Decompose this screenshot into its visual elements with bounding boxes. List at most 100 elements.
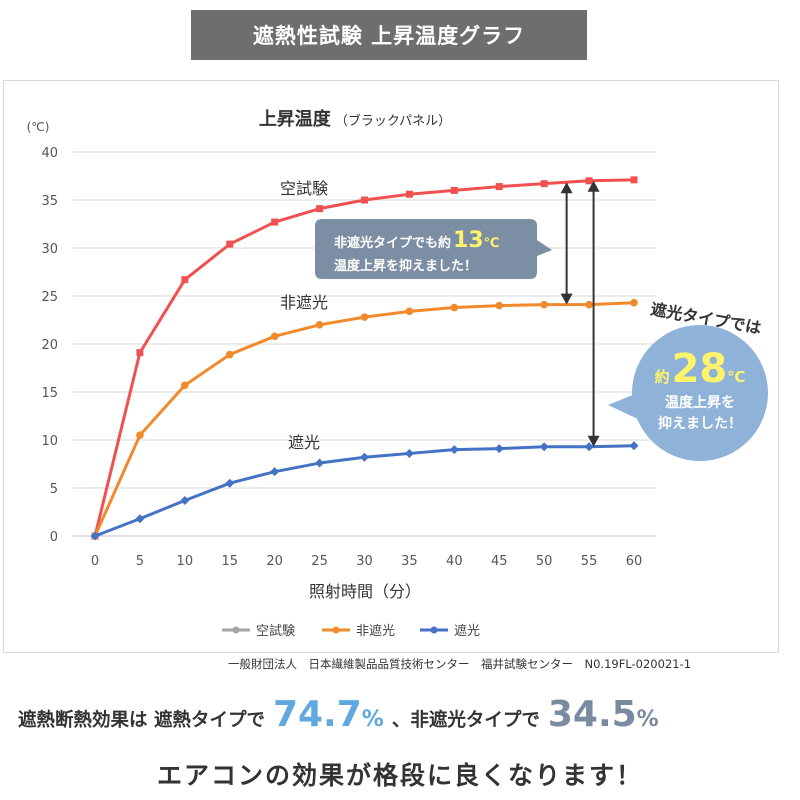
data-point <box>585 300 593 309</box>
x-tick-label: 15 <box>221 554 238 569</box>
data-point <box>271 218 279 226</box>
arrow-28-head-bottom <box>587 435 600 447</box>
callout-shade-prefix: 約 <box>655 368 670 386</box>
banner-title: 遮熱性試験 上昇温度グラフ <box>252 24 526 48</box>
callout-shade-line1: 温度上昇を <box>665 394 735 411</box>
legend-label: 遮光 <box>454 623 480 639</box>
x-tick-label: 60 <box>626 554 643 569</box>
data-point <box>495 183 503 191</box>
data-point <box>629 441 639 451</box>
data-point <box>136 349 144 357</box>
summary-prefix: 遮熱断熱効果は 遮熱タイプで <box>18 710 265 731</box>
callout-nonshade-unit: ℃ <box>484 236 500 251</box>
callout-shade-pointer <box>608 392 640 420</box>
data-point <box>449 445 459 455</box>
callout-nonshade-prefix: 非遮光タイプでも約 <box>334 235 451 251</box>
data-point <box>361 196 368 204</box>
legend-swatch-marker <box>332 626 340 634</box>
x-tick-label: 45 <box>491 554 508 569</box>
data-point <box>360 452 369 462</box>
data-point <box>136 431 144 440</box>
arrow-13-head-top <box>560 182 573 194</box>
callout-shade-line2: 抑えました！ <box>658 415 742 432</box>
data-point <box>495 301 504 310</box>
summary-middle: 、非遮光タイプで <box>391 710 540 731</box>
x-tick-label: 20 <box>266 554 283 569</box>
data-point <box>404 448 414 458</box>
y-tick-label: 35 <box>41 194 58 209</box>
data-point <box>270 467 280 477</box>
data-point <box>585 177 593 185</box>
callout-shade-bubble <box>632 325 768 461</box>
data-point <box>90 531 100 541</box>
series-label-shade: 遮光 <box>288 433 320 452</box>
y-tick-label: 5 <box>50 482 58 497</box>
data-point <box>450 303 459 312</box>
arrow-28-head-top <box>587 180 600 192</box>
nonshade-type-unit: % <box>636 707 659 732</box>
summary-line-2: エアコンの効果が格段に良くなります！ <box>156 761 643 790</box>
data-point <box>494 444 504 454</box>
callout-nonshade-bubble <box>315 219 552 279</box>
legend-swatch-marker <box>232 626 240 634</box>
x-tick-label: 10 <box>177 554 194 569</box>
chart-title: 上昇温度 （ブラックパネル） <box>259 108 451 130</box>
data-point <box>405 307 414 316</box>
callout-shade-unit: ℃ <box>727 368 745 386</box>
x-tick-label: 35 <box>401 554 418 569</box>
x-axis-label: 照射時間（分） <box>309 582 421 601</box>
y-tick-label: 20 <box>41 338 58 353</box>
data-point <box>316 205 324 213</box>
legend-label: 非遮光 <box>356 623 395 639</box>
data-point <box>540 180 548 188</box>
data-point <box>270 332 279 341</box>
y-tick-label: 30 <box>41 242 58 257</box>
data-point <box>181 381 189 390</box>
series-line-1 <box>93 301 635 537</box>
data-point <box>450 186 458 194</box>
y-tick-label: 15 <box>41 386 58 401</box>
data-point <box>315 458 325 468</box>
x-tick-label: 0 <box>91 554 99 569</box>
x-tick-label: 5 <box>136 554 144 569</box>
x-tick-label: 25 <box>311 554 328 569</box>
data-point <box>226 240 234 248</box>
callout-nonshade-line2: 温度上昇を抑えました！ <box>334 258 477 274</box>
data-point <box>315 321 324 329</box>
x-tick-label: 30 <box>356 554 373 569</box>
series-label-blank: 空試験 <box>280 179 328 198</box>
series-label-nonshade: 非遮光 <box>280 293 328 312</box>
x-tick-label: 50 <box>536 554 553 569</box>
nonshade-type-percent: 34.5% <box>543 694 663 735</box>
y-tick-label: 10 <box>41 434 58 449</box>
temperature-rise-chart: 0 5 10 15 20 25 30 35 40 0 5 10 15 20 25 30 35 40 45 50 55 60… <box>27 108 768 639</box>
data-point <box>584 442 594 452</box>
chart-subtitle: （ブラックパネル） <box>335 113 451 129</box>
data-point <box>225 478 235 488</box>
y-tick-label: 25 <box>41 290 58 305</box>
callout-shade-value: 28 <box>672 346 728 392</box>
summary-line-1: 遮熱断熱効果は 遮熱タイプで 74.7% 、非遮光タイプで 34.5% <box>18 694 788 744</box>
x-tick-label: 55 <box>581 554 598 569</box>
data-point <box>135 514 145 524</box>
data-point <box>180 495 190 505</box>
y-axis-unit: (℃) <box>27 120 50 134</box>
data-point <box>181 276 189 284</box>
legend-swatch-marker <box>430 626 438 634</box>
shade-type-value: 74.7 <box>272 694 362 735</box>
chart-banner: 遮熱性試験 上昇温度グラフ <box>191 10 587 60</box>
callout-nonshade-value: 13 <box>453 228 484 253</box>
arrow-13-head-bottom <box>560 293 573 305</box>
shade-type-percent: 74.7% <box>268 694 388 735</box>
callout-nonshade-line1: 非遮光タイプでも約13℃ <box>334 228 499 253</box>
data-point <box>225 350 234 359</box>
data-point <box>540 300 548 309</box>
chart-title-main: 上昇温度 <box>259 108 332 130</box>
callout-shade-main: 約28℃ <box>655 346 746 392</box>
shade-type-unit: % <box>361 707 384 732</box>
legend-label: 空試験 <box>256 623 295 639</box>
x-tick-label: 40 <box>446 554 463 569</box>
data-point <box>405 190 413 198</box>
data-point <box>539 442 549 452</box>
y-tick-label: 0 <box>50 530 58 545</box>
